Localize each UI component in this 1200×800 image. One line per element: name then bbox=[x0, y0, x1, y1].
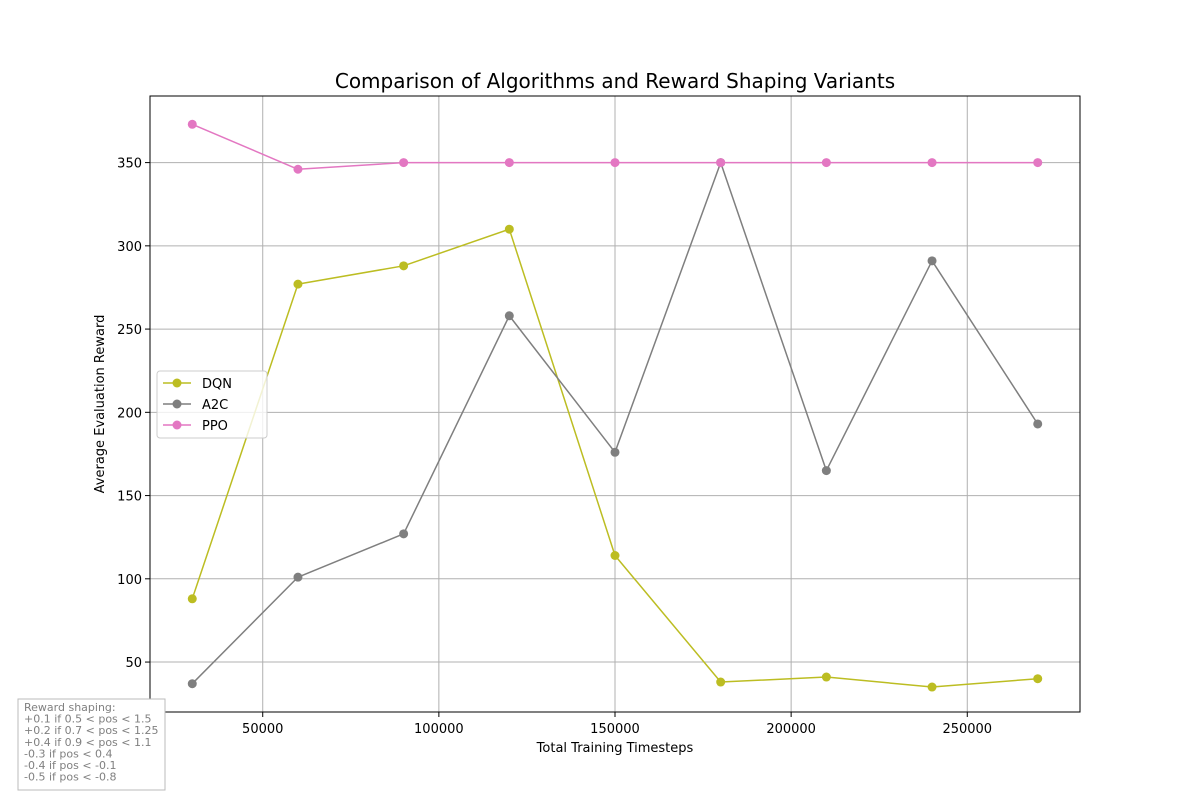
data-point bbox=[187, 119, 197, 129]
legend-label: PPO bbox=[202, 419, 228, 434]
data-point bbox=[293, 164, 303, 174]
x-tick-label: 200000 bbox=[766, 722, 816, 737]
legend-box bbox=[156, 370, 268, 439]
y-tick-label: 150 bbox=[117, 490, 142, 505]
data-point bbox=[399, 261, 409, 271]
series-dqn bbox=[187, 224, 1043, 692]
note-line: -0.3 if pos < 0.4 bbox=[24, 747, 113, 760]
x-tick-label: 50000 bbox=[242, 722, 283, 737]
data-point bbox=[504, 224, 514, 234]
data-point bbox=[716, 677, 726, 687]
note-line: -0.4 if pos < -0.1 bbox=[24, 759, 117, 772]
data-point bbox=[716, 158, 726, 168]
legend-marker bbox=[172, 378, 182, 388]
data-point bbox=[1033, 674, 1043, 684]
y-tick-label: 50 bbox=[125, 656, 142, 671]
note-line: +0.1 if 0.5 < pos < 1.5 bbox=[24, 713, 151, 726]
x-tick-label: 250000 bbox=[942, 722, 992, 737]
data-point bbox=[1033, 158, 1043, 168]
x-tick-label: 100000 bbox=[414, 722, 464, 737]
data-point bbox=[610, 551, 620, 561]
data-point bbox=[610, 158, 620, 168]
data-point bbox=[187, 679, 197, 689]
legend-label: DQN bbox=[202, 377, 232, 392]
series-layer bbox=[187, 119, 1043, 692]
data-point bbox=[399, 529, 409, 539]
data-point bbox=[927, 158, 937, 168]
y-tick-label: 200 bbox=[117, 406, 142, 421]
legend-label: A2C bbox=[202, 398, 228, 413]
note-line: -0.5 if pos < -0.8 bbox=[24, 771, 117, 784]
x-axis-ticks: 50000 100000 150000 200000 250000 bbox=[242, 712, 992, 737]
y-tick-label: 350 bbox=[117, 157, 142, 172]
y-axis-label: Average Evaluation Reward bbox=[93, 315, 108, 494]
note-text: Reward shaping: +0.1 if 0.5 < pos < 1.5 +0… bbox=[24, 701, 158, 784]
data-point bbox=[187, 594, 197, 604]
data-point bbox=[927, 256, 937, 266]
series-ppo bbox=[187, 119, 1043, 174]
data-point bbox=[821, 158, 831, 168]
data-point bbox=[504, 158, 514, 168]
reward-shaping-note: Reward shaping: +0.1 if 0.5 < pos < 1.5 +0… bbox=[17, 698, 166, 791]
legend-marker bbox=[172, 420, 182, 430]
note-line: +0.2 if 0.7 < pos < 1.25 bbox=[24, 724, 158, 737]
legend: DQN A2C PPO bbox=[156, 370, 268, 439]
grid bbox=[150, 96, 1080, 712]
data-point bbox=[1033, 419, 1043, 429]
x-axis-label: Total Training Timesteps bbox=[536, 741, 694, 756]
data-point bbox=[610, 447, 620, 457]
note-box bbox=[17, 698, 166, 791]
data-point bbox=[399, 158, 409, 168]
y-tick-label: 300 bbox=[117, 240, 142, 255]
legend-marker bbox=[172, 399, 182, 409]
data-point bbox=[504, 311, 514, 321]
data-point bbox=[293, 279, 303, 289]
note-line: Reward shaping: bbox=[24, 701, 116, 714]
y-tick-label: 100 bbox=[117, 573, 142, 588]
y-axis-ticks: 50 100 150 200 250 300 350 bbox=[117, 157, 150, 671]
chart-title: Comparison of Algorithms and Reward Shap… bbox=[335, 69, 895, 93]
data-point bbox=[927, 682, 937, 692]
x-tick-label: 150000 bbox=[590, 722, 640, 737]
y-tick-label: 250 bbox=[117, 323, 142, 338]
data-point bbox=[821, 672, 831, 682]
data-point bbox=[821, 466, 831, 476]
data-point bbox=[293, 572, 303, 582]
note-line: +0.4 if 0.9 < pos < 1.1 bbox=[24, 736, 151, 749]
